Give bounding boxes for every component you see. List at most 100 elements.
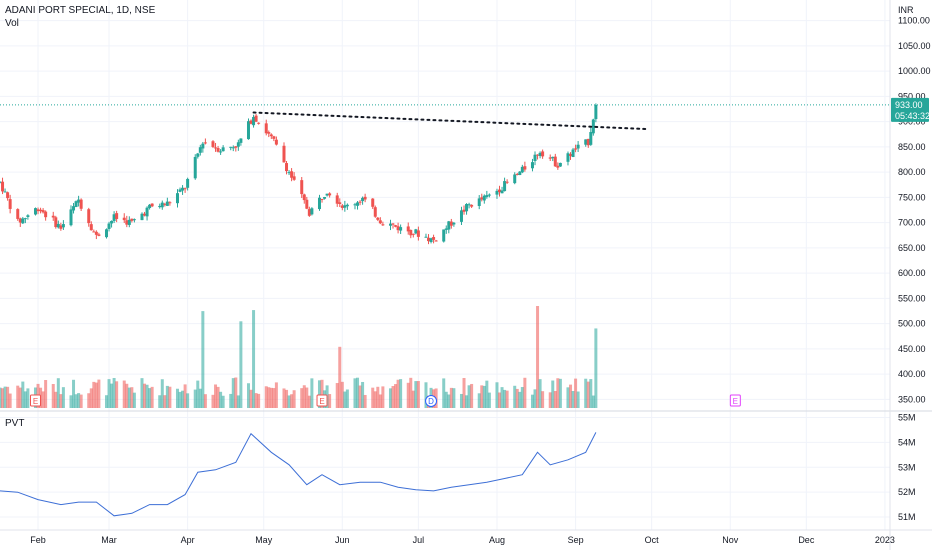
chart-title: ADANI PORT SPECIAL, 1D, NSE bbox=[5, 5, 156, 16]
pvt-label: PVT bbox=[5, 418, 25, 429]
candle-body bbox=[79, 199, 83, 209]
candle-body bbox=[127, 219, 131, 225]
pvt-series-line bbox=[0, 432, 597, 517]
earnings-marker[interactable]: E bbox=[316, 394, 328, 407]
candle-body bbox=[434, 240, 438, 242]
candle-body bbox=[269, 134, 273, 137]
candlesticks bbox=[0, 103, 598, 245]
candle-body bbox=[1, 181, 5, 192]
candle-body bbox=[548, 157, 552, 159]
volume-bar bbox=[376, 386, 380, 408]
dividend-marker[interactable]: D bbox=[425, 395, 438, 407]
candle-body bbox=[518, 171, 522, 176]
volume-bar bbox=[363, 394, 367, 408]
candle-body bbox=[132, 219, 136, 221]
candle-body bbox=[203, 142, 207, 144]
volume-bar bbox=[538, 379, 542, 408]
volume-bar bbox=[216, 386, 220, 408]
volume-bar bbox=[267, 387, 271, 408]
candle-body bbox=[39, 209, 43, 212]
volume-bar bbox=[150, 386, 154, 408]
candle-body bbox=[381, 224, 385, 226]
earnings-marker-box bbox=[29, 394, 41, 407]
volume-bar bbox=[221, 395, 225, 408]
candle-body bbox=[536, 154, 540, 156]
earnings-marker[interactable]: E bbox=[729, 394, 741, 407]
candle-body bbox=[110, 220, 114, 224]
volume-bar bbox=[394, 384, 398, 408]
volume-bar bbox=[54, 391, 58, 408]
volume-bar bbox=[254, 393, 258, 408]
time-tick-label: 2023 bbox=[875, 535, 895, 545]
volume-bar bbox=[449, 387, 453, 408]
candle-body bbox=[214, 147, 218, 149]
volume-bar bbox=[462, 377, 466, 408]
candle-body bbox=[0, 181, 2, 183]
time-tick-label: Aug bbox=[489, 535, 505, 545]
candle-body bbox=[186, 178, 190, 188]
volume-bar bbox=[61, 387, 65, 408]
time-tick-label: Nov bbox=[722, 535, 739, 545]
volume-bar bbox=[130, 387, 134, 408]
candle-body bbox=[307, 209, 311, 216]
candle-body bbox=[140, 213, 144, 221]
candle-body bbox=[254, 115, 258, 122]
volume-bar bbox=[59, 394, 63, 408]
candle-body bbox=[229, 146, 233, 148]
candle-body bbox=[406, 226, 410, 232]
volume-label: Vol bbox=[5, 18, 19, 29]
candle-body bbox=[495, 190, 499, 195]
candle-body bbox=[480, 197, 484, 200]
volume-bar bbox=[409, 377, 413, 408]
candle-body bbox=[61, 224, 65, 228]
candle-body bbox=[378, 220, 382, 224]
earnings-marker[interactable]: E bbox=[29, 394, 41, 407]
pvt-tick-label: 54M bbox=[898, 437, 916, 447]
candle-body bbox=[292, 176, 296, 180]
candle-body bbox=[452, 222, 456, 225]
candle-body bbox=[21, 218, 25, 224]
price-tick-label: 950.00 bbox=[898, 91, 926, 101]
candle-body bbox=[160, 202, 164, 208]
candle-body bbox=[122, 217, 126, 221]
candle-body bbox=[59, 225, 63, 229]
volume-bar bbox=[292, 390, 296, 408]
trendline[interactable] bbox=[252, 111, 651, 131]
candle-body bbox=[107, 223, 111, 229]
candle-body bbox=[104, 229, 108, 238]
volume-bar bbox=[353, 378, 357, 408]
volume-bar bbox=[77, 393, 81, 408]
volume-bar bbox=[576, 391, 580, 408]
volume-bar bbox=[186, 393, 190, 408]
resistance-trendline[interactable] bbox=[252, 111, 651, 131]
volume-bars bbox=[0, 306, 598, 408]
price-tick-label: 500.00 bbox=[898, 319, 926, 329]
candle-body bbox=[69, 209, 73, 226]
price-tick-label: 350.00 bbox=[898, 394, 926, 404]
price-tick-label: 1100.00 bbox=[898, 16, 930, 26]
candle-body bbox=[594, 104, 598, 120]
volume-bar bbox=[252, 310, 256, 408]
candle-body bbox=[178, 189, 182, 192]
price-tick-label: 700.00 bbox=[898, 218, 926, 228]
volume-bar bbox=[285, 389, 289, 408]
candle-body bbox=[459, 210, 463, 222]
candle-body bbox=[409, 229, 413, 236]
candle-body bbox=[335, 195, 339, 204]
volume-bar bbox=[56, 378, 60, 408]
time-tick-label: Oct bbox=[645, 535, 660, 545]
time-tick-label: Mar bbox=[101, 535, 117, 545]
volume-bar bbox=[257, 393, 261, 408]
volume-bar bbox=[89, 388, 93, 408]
volume-bar bbox=[21, 381, 25, 408]
candle-body bbox=[467, 204, 471, 206]
volume-bar bbox=[556, 378, 560, 408]
volume-bar bbox=[148, 388, 152, 408]
candle-body bbox=[41, 210, 45, 213]
candle-body bbox=[414, 229, 418, 234]
volume-bar bbox=[72, 379, 76, 408]
candle-body bbox=[163, 203, 167, 205]
